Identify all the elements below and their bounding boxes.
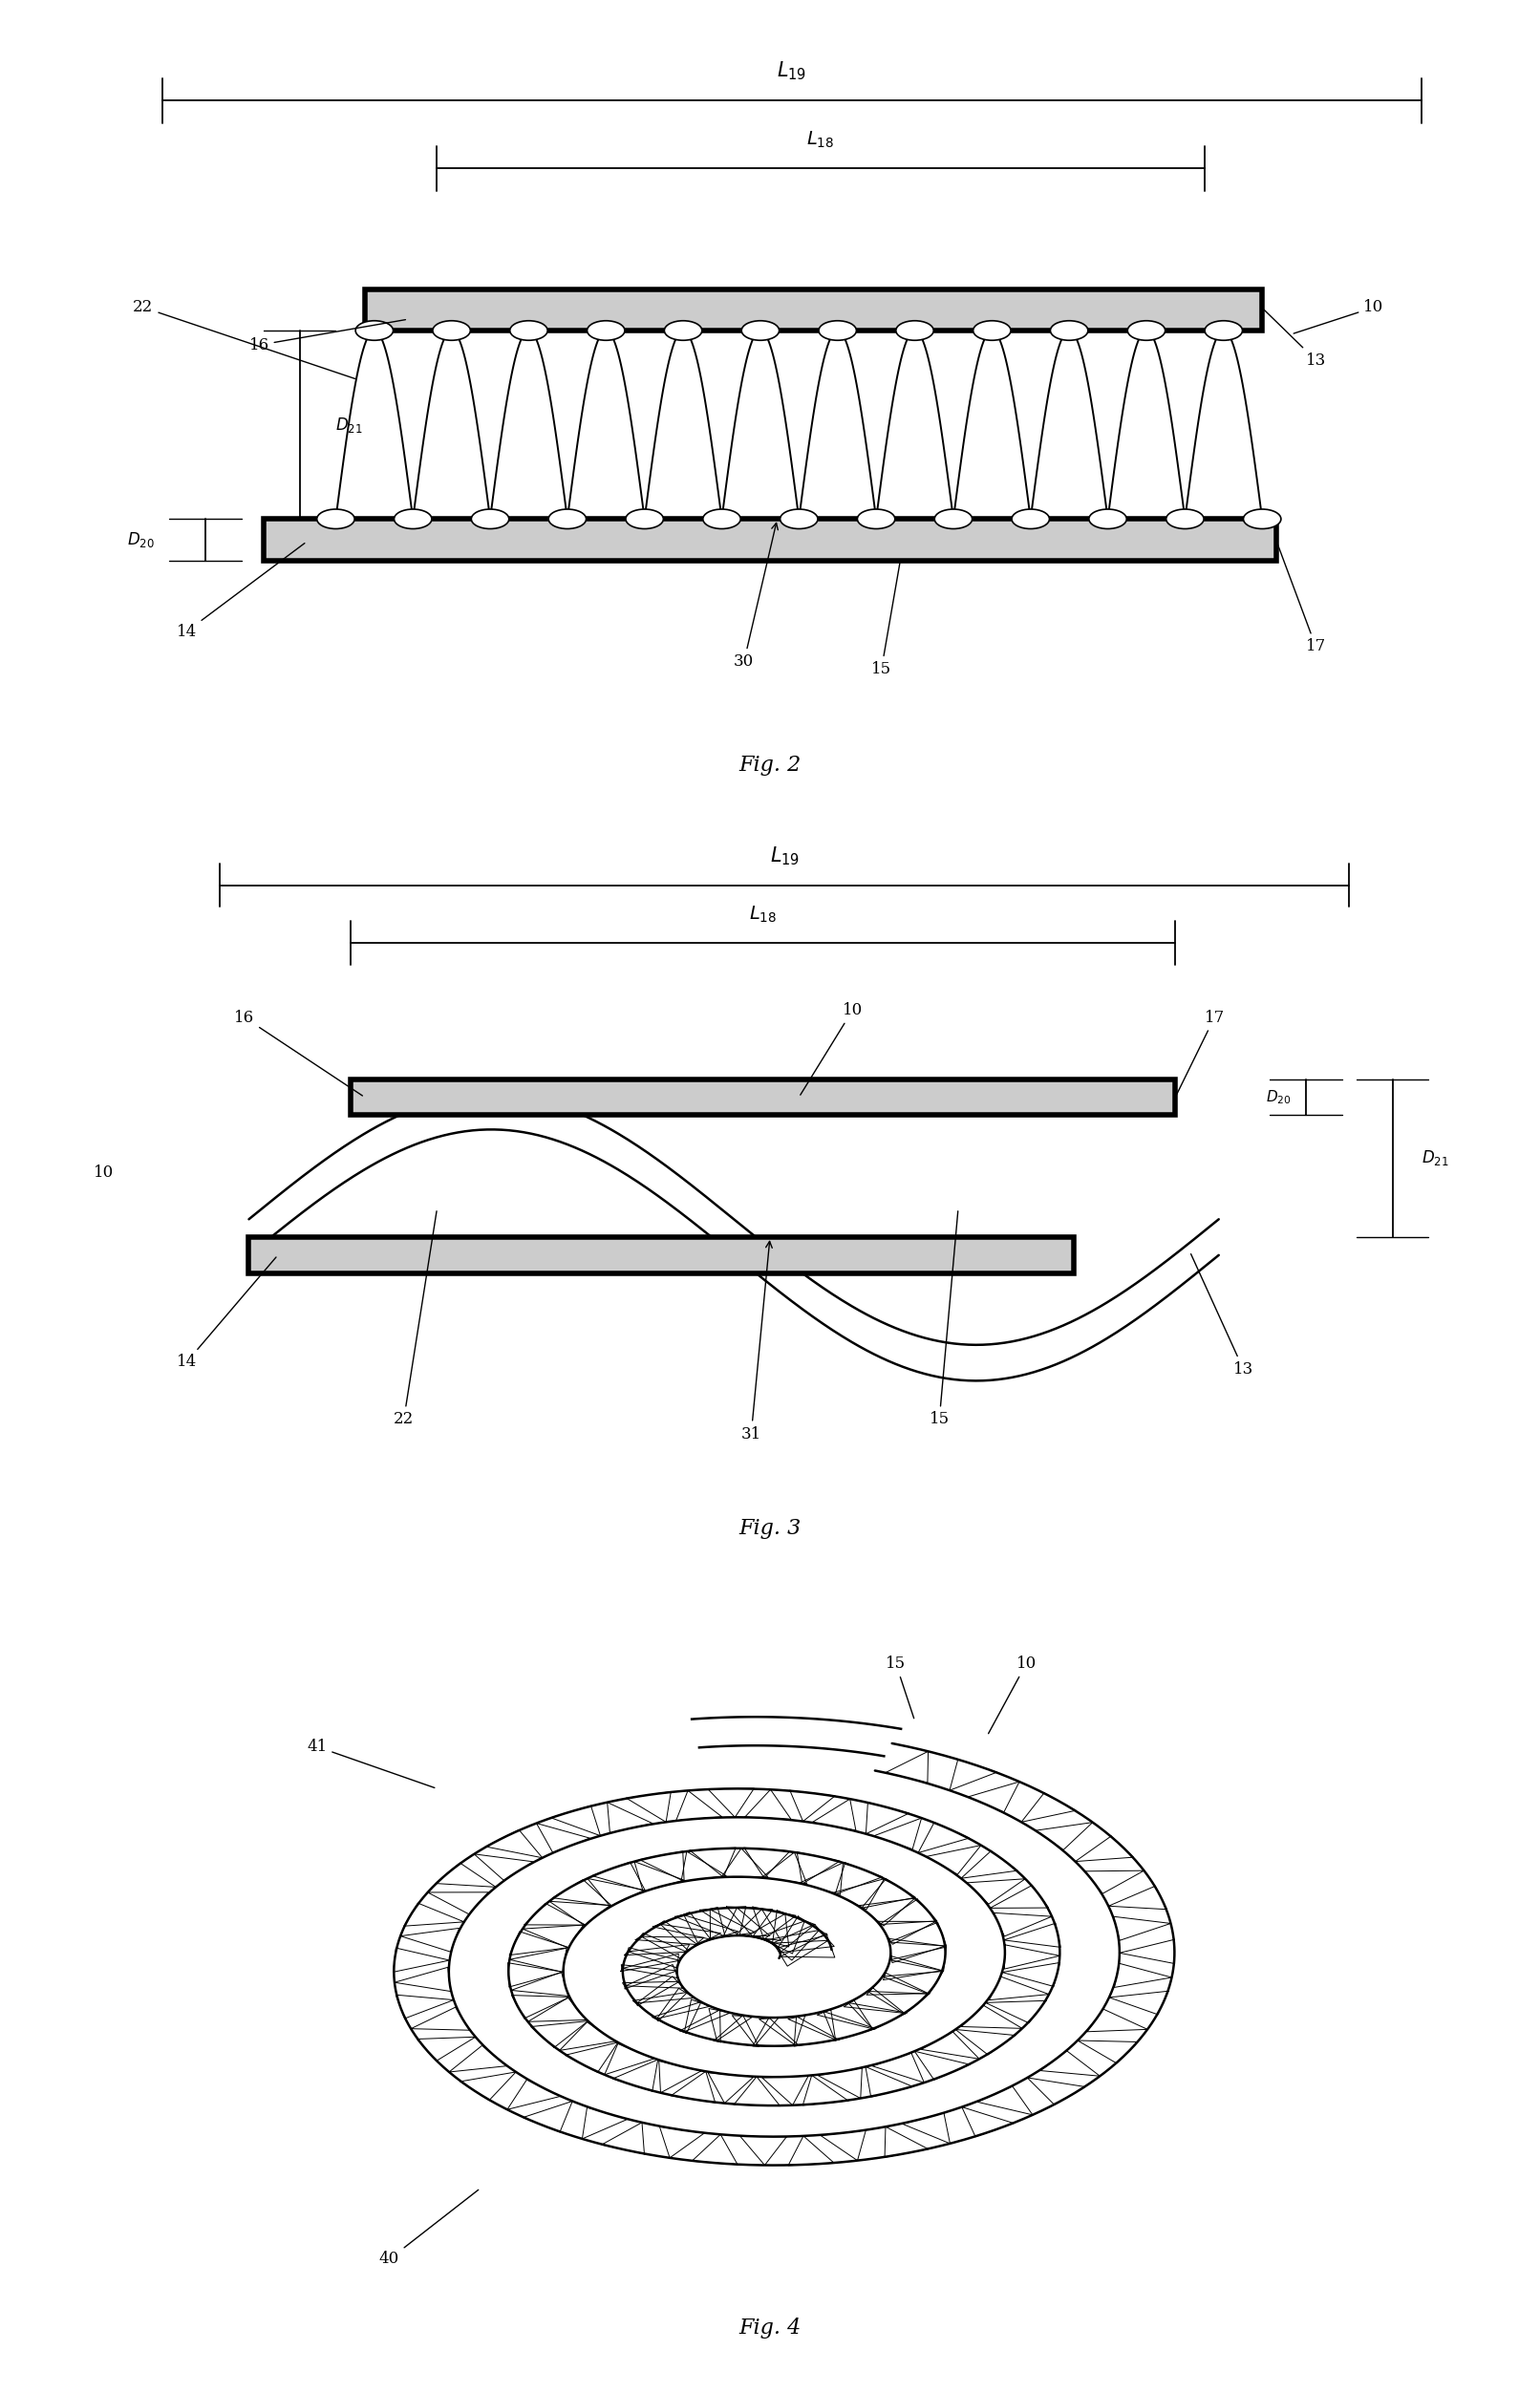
Text: 15: 15 (872, 562, 899, 677)
Bar (365, 290, 1263, 330)
Text: $L_{19}$: $L_{19}$ (770, 845, 799, 869)
Text: $D_{20}$: $D_{20}$ (1266, 1089, 1291, 1106)
Text: 10: 10 (94, 1165, 114, 1180)
Circle shape (1204, 321, 1243, 340)
Text: 31: 31 (741, 1242, 772, 1443)
Text: 14: 14 (177, 543, 305, 639)
Text: Fig. 2: Fig. 2 (739, 754, 801, 775)
Circle shape (742, 321, 779, 340)
Text: 10: 10 (989, 1656, 1036, 1733)
Text: $D_{21}$: $D_{21}$ (1421, 1149, 1449, 1168)
Circle shape (510, 321, 548, 340)
Circle shape (433, 321, 470, 340)
Text: Fig. 4: Fig. 4 (739, 2319, 801, 2338)
Circle shape (625, 510, 664, 529)
Bar (350, 1079, 1175, 1115)
Bar (249, 1237, 1073, 1273)
Circle shape (702, 510, 741, 529)
Text: 16: 16 (234, 1010, 362, 1096)
Text: $L_{19}$: $L_{19}$ (776, 60, 807, 81)
Circle shape (317, 510, 354, 529)
Text: 10: 10 (801, 1003, 862, 1096)
Text: $D_{20}$: $D_{20}$ (128, 529, 154, 548)
Circle shape (1243, 510, 1281, 529)
Text: 13: 13 (1264, 309, 1326, 369)
Circle shape (973, 321, 1010, 340)
Circle shape (394, 510, 431, 529)
Circle shape (1089, 510, 1127, 529)
Circle shape (587, 321, 625, 340)
Circle shape (1012, 510, 1049, 529)
Circle shape (1127, 321, 1166, 340)
Text: Fig. 3: Fig. 3 (739, 1517, 801, 1539)
Text: 22: 22 (394, 1211, 437, 1429)
Circle shape (548, 510, 587, 529)
Text: 40: 40 (379, 2190, 479, 2266)
Circle shape (356, 321, 393, 340)
Circle shape (781, 510, 818, 529)
Text: 13: 13 (1190, 1254, 1254, 1378)
Text: 10: 10 (1294, 299, 1384, 333)
Bar (263, 519, 1277, 560)
Text: $D_{21}$: $D_{21}$ (336, 416, 363, 433)
Circle shape (1166, 510, 1204, 529)
Text: $L_{18}$: $L_{18}$ (748, 905, 776, 924)
Circle shape (819, 321, 856, 340)
Circle shape (896, 321, 933, 340)
Text: 14: 14 (177, 1256, 276, 1371)
Text: 15: 15 (929, 1211, 958, 1429)
Text: 30: 30 (733, 524, 778, 670)
Text: 15: 15 (886, 1656, 913, 1718)
Circle shape (471, 510, 508, 529)
Circle shape (858, 510, 895, 529)
Text: 41: 41 (306, 1740, 434, 1788)
Circle shape (935, 510, 972, 529)
Text: $L_{18}$: $L_{18}$ (807, 129, 835, 151)
Circle shape (664, 321, 702, 340)
Text: 22: 22 (132, 299, 354, 378)
Text: 17: 17 (1278, 543, 1326, 656)
Text: 17: 17 (1177, 1010, 1224, 1096)
Text: 16: 16 (249, 321, 405, 354)
Circle shape (1050, 321, 1087, 340)
